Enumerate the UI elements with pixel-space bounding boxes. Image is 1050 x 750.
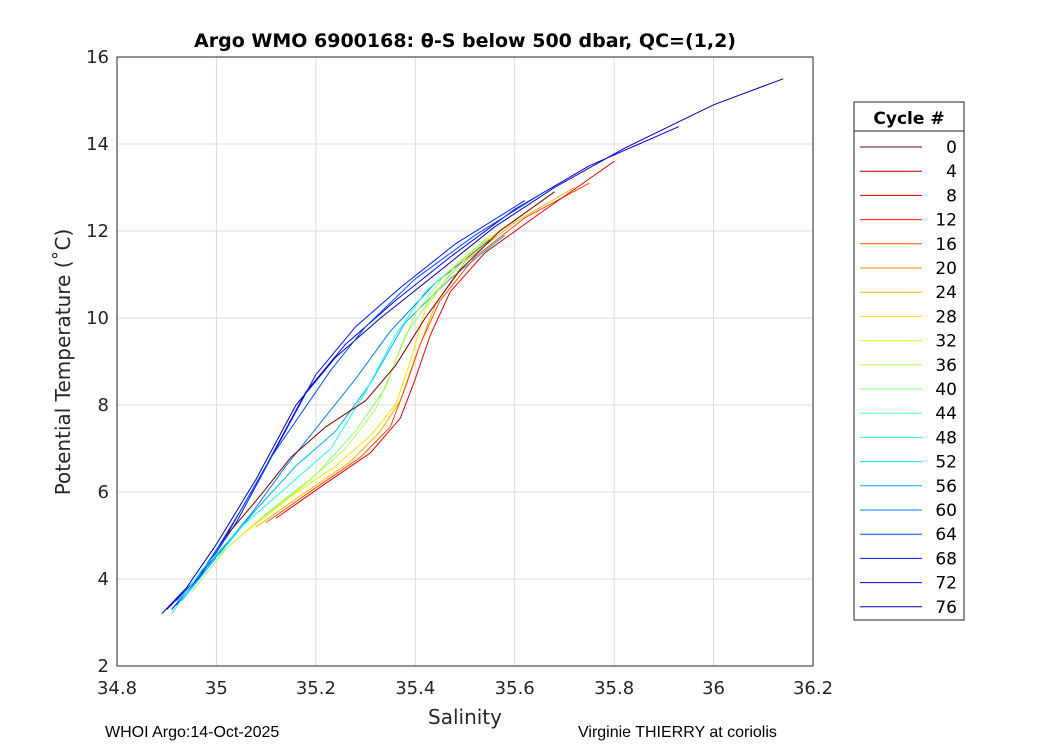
y-tick-label: 14 xyxy=(86,134,109,155)
chart-title: Argo WMO 6900168: θ-S below 500 dbar, QC… xyxy=(194,30,736,52)
legend-label: 20 xyxy=(935,259,957,279)
x-tick-label: 35 xyxy=(205,678,228,699)
x-axis-label: Salinity xyxy=(428,705,502,729)
axis-ticks: 34.8 35 35.2 35.4 35.6 35.8 36 36.2 2 4 6 8 10 12 14 16 xyxy=(86,47,833,699)
x-tick-label: 34.8 xyxy=(97,678,137,699)
series-line-13 xyxy=(226,191,555,536)
data-series xyxy=(161,78,784,615)
plot-frame xyxy=(116,56,814,667)
series-line-9 xyxy=(240,226,506,536)
series-line-8 xyxy=(216,234,491,558)
series-line-11 xyxy=(265,182,590,523)
y-tick-label: 2 xyxy=(98,656,109,677)
legend-label: 64 xyxy=(935,525,957,545)
x-tick-label: 35.6 xyxy=(495,678,535,699)
x-tick-label: 36 xyxy=(702,678,725,699)
legend-label: 44 xyxy=(935,404,957,424)
y-tick-label: 4 xyxy=(98,569,109,590)
legend-label: 36 xyxy=(935,356,957,376)
series-line-12 xyxy=(275,160,615,519)
series-line-3 xyxy=(176,191,545,606)
legend-label: 68 xyxy=(935,549,957,569)
x-tick-label: 35.4 xyxy=(395,678,435,699)
legend-label: 76 xyxy=(935,598,957,618)
y-tick-label: 6 xyxy=(98,482,109,503)
legend-label: 16 xyxy=(935,235,957,255)
legend-label: 0 xyxy=(946,138,957,158)
legend-label: 48 xyxy=(935,428,957,448)
y-tick-label: 12 xyxy=(86,221,109,242)
footer-credit: WHOI Argo:14-Oct-2025 xyxy=(105,724,280,741)
x-tick-label: 35.2 xyxy=(296,678,336,699)
legend-label: 12 xyxy=(935,211,957,231)
x-tick-label: 35.8 xyxy=(594,678,634,699)
footer-author: Virginie THIERRY at coriolis xyxy=(578,724,777,741)
legend-label: 32 xyxy=(935,332,957,352)
legend-label: 56 xyxy=(935,477,957,497)
legend-label: 60 xyxy=(935,501,957,521)
legend-label: 24 xyxy=(935,283,957,303)
legend-box xyxy=(853,101,965,621)
series-line-6 xyxy=(171,256,466,615)
series-line-0 xyxy=(161,78,784,615)
legend: Cycle # 04812162024283236404448525660646… xyxy=(853,101,965,621)
series-line-5 xyxy=(181,234,506,602)
legend-label: 72 xyxy=(935,574,957,594)
plot-area xyxy=(117,57,813,666)
y-axis-label: Potential Temperature (˚C) xyxy=(51,229,75,496)
legend-label: 4 xyxy=(946,162,957,182)
x-tick-label: 36.2 xyxy=(793,678,833,699)
grid xyxy=(116,56,814,667)
legend-label: 28 xyxy=(935,307,957,327)
legend-label: 52 xyxy=(935,453,957,473)
legend-label: 8 xyxy=(946,186,957,206)
y-tick-label: 10 xyxy=(86,308,109,329)
y-tick-label: 16 xyxy=(86,47,109,68)
y-tick-label: 8 xyxy=(98,395,109,416)
legend-title: Cycle # xyxy=(873,109,944,129)
legend-label: 40 xyxy=(935,380,957,400)
